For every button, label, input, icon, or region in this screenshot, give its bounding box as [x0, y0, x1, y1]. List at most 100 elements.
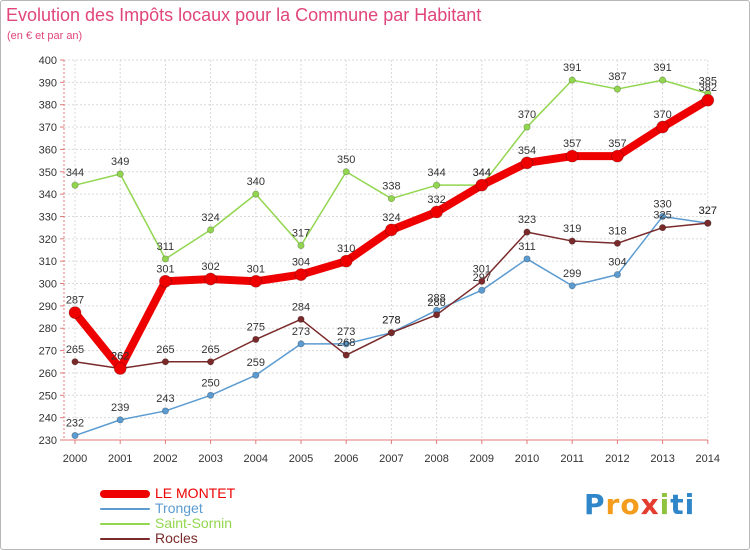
data-label-rocles: 265	[66, 344, 84, 356]
data-label-le-montet: 304	[292, 257, 310, 269]
y-tick-label: 270	[39, 346, 57, 358]
chart-subtitle: (en € et par an)	[7, 30, 83, 42]
data-label-le-montet: 310	[337, 243, 355, 255]
data-label-tronget: 273	[337, 326, 355, 338]
x-tick-label: 2008	[424, 453, 448, 465]
data-point-tronget	[568, 282, 576, 290]
data-point-saint-sornin	[658, 76, 667, 84]
logo-letter: t	[670, 488, 685, 521]
data-label-tronget: 273	[292, 326, 310, 338]
data-label-tronget: 239	[111, 402, 129, 414]
data-point-rocles	[478, 277, 486, 285]
legend-label: Tronget	[155, 500, 203, 516]
plot-area	[64, 60, 708, 440]
data-label-saint-sornin: 344	[66, 167, 84, 179]
data-point-rocles	[568, 237, 576, 245]
data-point-rocles	[704, 219, 712, 227]
data-label-rocles: 319	[563, 223, 581, 235]
legend-swatch	[100, 538, 150, 540]
x-tick-label: 2012	[605, 453, 629, 465]
data-point-le-montet	[565, 149, 579, 163]
data-point-saint-sornin	[432, 181, 441, 189]
data-point-saint-sornin	[207, 226, 215, 234]
data-point-le-montet	[204, 272, 218, 286]
data-label-tronget: 304	[608, 257, 626, 269]
data-point-le-montet	[68, 306, 82, 319]
legend-label: LE MONTET	[155, 485, 236, 501]
data-point-le-montet	[339, 254, 353, 268]
data-point-saint-sornin	[116, 170, 124, 178]
x-tick-label: 2010	[515, 453, 539, 465]
data-point-tronget	[478, 286, 486, 294]
x-tick-label: 2011	[560, 453, 584, 465]
y-tick-label: 250	[39, 390, 57, 402]
data-point-saint-sornin	[342, 168, 350, 176]
data-label-saint-sornin: 349	[111, 156, 129, 168]
data-label-tronget: 250	[201, 377, 219, 389]
data-label-saint-sornin: 370	[518, 109, 536, 121]
data-point-le-montet	[249, 274, 263, 288]
data-point-tronget	[297, 340, 305, 348]
chart-title: Evolution des Impôts locaux pour la Comm…	[6, 5, 482, 25]
logo-letter: i	[684, 488, 696, 521]
data-label-saint-sornin: 324	[201, 212, 219, 224]
data-label-rocles: 284	[292, 301, 310, 313]
data-label-saint-sornin: 317	[292, 228, 310, 240]
data-label-saint-sornin: 350	[337, 154, 355, 166]
data-point-rocles	[297, 315, 305, 323]
y-tick-label: 350	[39, 167, 57, 179]
x-tick-label: 2013	[650, 453, 674, 465]
data-label-rocles: 268	[337, 337, 355, 349]
data-point-le-montet	[611, 149, 624, 163]
data-point-le-montet	[475, 178, 489, 192]
data-label-saint-sornin: 340	[247, 176, 265, 188]
x-tick-label: 2006	[334, 453, 358, 465]
legend-swatch	[100, 508, 150, 510]
y-tick-label: 390	[39, 77, 57, 89]
data-point-tronget	[252, 371, 260, 379]
data-point-rocles	[71, 358, 79, 366]
data-label-rocles: 327	[699, 205, 717, 217]
data-point-rocles	[207, 358, 215, 366]
logo-letter: r	[605, 488, 621, 521]
data-label-tronget: 299	[563, 268, 581, 280]
legend-swatch	[100, 523, 150, 525]
data-point-saint-sornin	[568, 76, 576, 84]
data-label-tronget: 327	[699, 205, 717, 217]
data-point-le-montet	[113, 362, 127, 375]
y-tick-label: 300	[39, 279, 57, 291]
data-point-le-montet	[520, 156, 534, 170]
x-tick-label: 2001	[108, 453, 132, 465]
data-point-saint-sornin	[71, 181, 79, 189]
data-label-le-montet: 357	[608, 138, 626, 150]
y-tick-label: 330	[39, 211, 57, 223]
data-label-saint-sornin: 344	[427, 167, 445, 179]
data-label-le-montet: 370	[653, 109, 671, 121]
y-tick-label: 320	[39, 234, 57, 246]
x-tick-label: 2005	[289, 453, 313, 465]
data-label-tronget: 259	[247, 357, 265, 369]
data-label-rocles: 325	[653, 210, 671, 222]
logo-letter: x	[640, 488, 660, 521]
logo-letter: P	[584, 488, 606, 521]
data-label-rocles: 323	[518, 214, 536, 226]
legend-label: Rocles	[155, 530, 198, 546]
data-point-saint-sornin	[161, 255, 169, 263]
data-point-rocles	[658, 224, 667, 232]
data-label-rocles: 265	[201, 344, 219, 356]
y-tick-label: 240	[39, 413, 57, 425]
data-label-saint-sornin: 385	[699, 76, 717, 88]
data-point-saint-sornin	[523, 123, 531, 131]
data-point-tronget	[342, 340, 350, 348]
data-label-saint-sornin: 311	[157, 241, 175, 253]
data-label-le-montet: 262	[111, 350, 129, 362]
data-point-saint-sornin	[387, 194, 395, 203]
data-point-rocles	[432, 311, 441, 319]
x-tick-label: 2002	[153, 453, 177, 465]
data-label-le-montet: 332	[427, 194, 445, 206]
data-label-tronget: 311	[518, 241, 536, 253]
data-label-le-montet: 354	[518, 145, 536, 157]
data-label-le-montet: 357	[563, 138, 581, 150]
y-tick-label: 260	[39, 368, 57, 380]
data-point-tronget	[658, 212, 667, 221]
